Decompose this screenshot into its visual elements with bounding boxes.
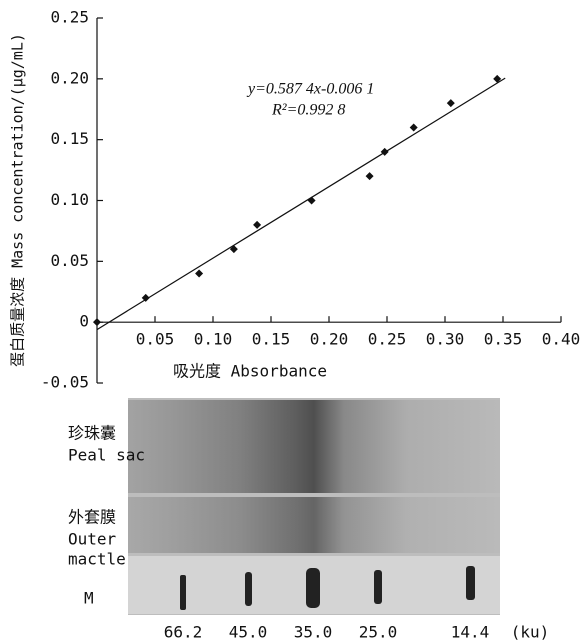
marker-label: 25.0	[359, 623, 398, 642]
unit-label: (ku)	[511, 623, 550, 642]
marker-label: 14.4	[451, 623, 490, 642]
marker-label: 35.0	[294, 623, 333, 642]
lane-label: mactle	[68, 550, 126, 569]
y-axis-label: 蛋白质量浓度 Mass concentration/(μg/mL)	[9, 33, 27, 367]
point	[195, 269, 204, 278]
lane-label: M	[84, 589, 94, 608]
point	[253, 220, 262, 229]
gel-lane	[128, 497, 500, 553]
x-tick-label: 0.30	[426, 330, 465, 349]
lane-label: Peal sac	[68, 446, 145, 465]
lane-label: 外套膜	[68, 508, 116, 527]
lane-label: Outer	[68, 530, 117, 549]
point	[229, 245, 238, 254]
x-tick-label: 0.40	[542, 330, 581, 349]
y-tick-label: 0.20	[50, 68, 89, 87]
point	[365, 172, 374, 181]
lane-label: 珍珠囊	[68, 424, 116, 443]
marker-bands	[180, 566, 475, 610]
x-tick-label: 0.05	[136, 330, 175, 349]
gel: 珍珠囊 Peal sac 外套膜 Outer mactle M 66.2 45.…	[68, 398, 549, 642]
x-tick-label: 0.35	[484, 330, 523, 349]
fit-line	[96, 77, 506, 331]
x-tick-label: 0.25	[368, 330, 407, 349]
point	[307, 196, 316, 205]
x-tick-label: 0.20	[310, 330, 349, 349]
y-tick-label: 0.15	[50, 129, 89, 148]
point	[93, 318, 101, 327]
y-tick-label: -0.05	[41, 373, 89, 392]
gel-lane	[128, 400, 500, 493]
point	[493, 74, 502, 83]
point	[409, 123, 418, 132]
marker-label: 45.0	[229, 623, 268, 642]
y-tick-label: 0.10	[50, 190, 89, 209]
x-tick-label: 0.10	[194, 330, 233, 349]
y-tick-label: 0.25	[50, 8, 89, 27]
y-tick-label: 0.05	[50, 251, 89, 270]
y-tick-label: 0	[79, 312, 89, 331]
marker-label: 66.2	[164, 623, 203, 642]
point	[446, 99, 455, 108]
x-axis-label: 吸光度 Absorbance	[173, 362, 327, 381]
point	[380, 147, 389, 156]
annotation: y=0.587 4x-0.006 1	[246, 81, 374, 98]
annotation: R²=0.992 8	[271, 102, 345, 119]
x-tick-label: 0.15	[252, 330, 291, 349]
point	[141, 293, 150, 302]
